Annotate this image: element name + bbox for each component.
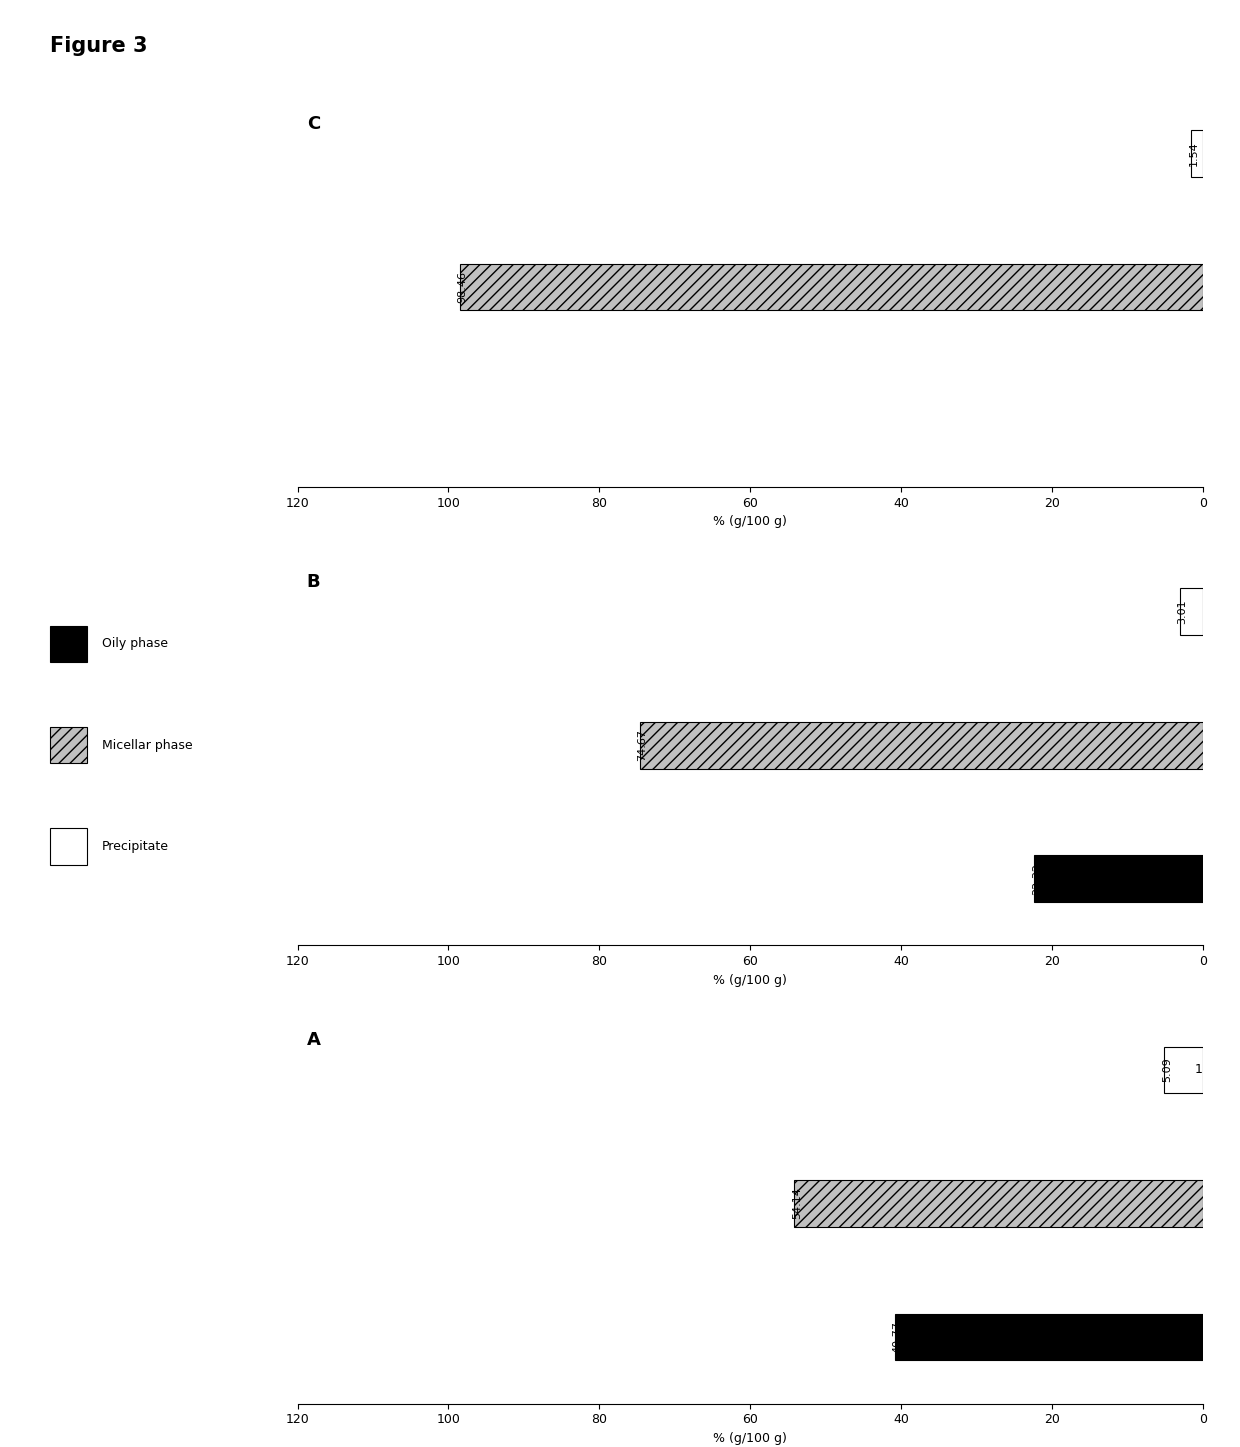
Text: 1: 1 [1195,1064,1203,1077]
Text: A: A [306,1032,320,1049]
Bar [460,263,1203,310]
Bar [1180,589,1203,635]
Bar [640,722,1203,768]
X-axis label: % (g/100 g): % (g/100 g) [713,1433,787,1446]
Bar [795,1181,1203,1227]
Text: B: B [306,573,320,590]
Bar [1164,1046,1203,1094]
Text: 1.54: 1.54 [1189,142,1199,166]
Bar [895,1314,1203,1360]
Text: Figure 3: Figure 3 [50,36,148,56]
Text: 74.67: 74.67 [637,729,647,761]
Bar [1034,855,1203,901]
X-axis label: % (g/100 g): % (g/100 g) [713,974,787,987]
Text: Precipitate: Precipitate [102,841,169,852]
X-axis label: % (g/100 g): % (g/100 g) [713,515,787,528]
Bar [1192,130,1203,177]
Text: 98.46: 98.46 [458,271,467,302]
Text: 5.09: 5.09 [1162,1058,1172,1082]
Text: 54.14: 54.14 [792,1188,802,1220]
Text: 3.01: 3.01 [1178,599,1188,624]
Text: 40.77: 40.77 [893,1321,903,1353]
Text: C: C [306,114,320,133]
Text: 22.32: 22.32 [1032,862,1042,894]
Text: Micellar phase: Micellar phase [102,739,192,751]
Text: Oily phase: Oily phase [102,638,167,650]
